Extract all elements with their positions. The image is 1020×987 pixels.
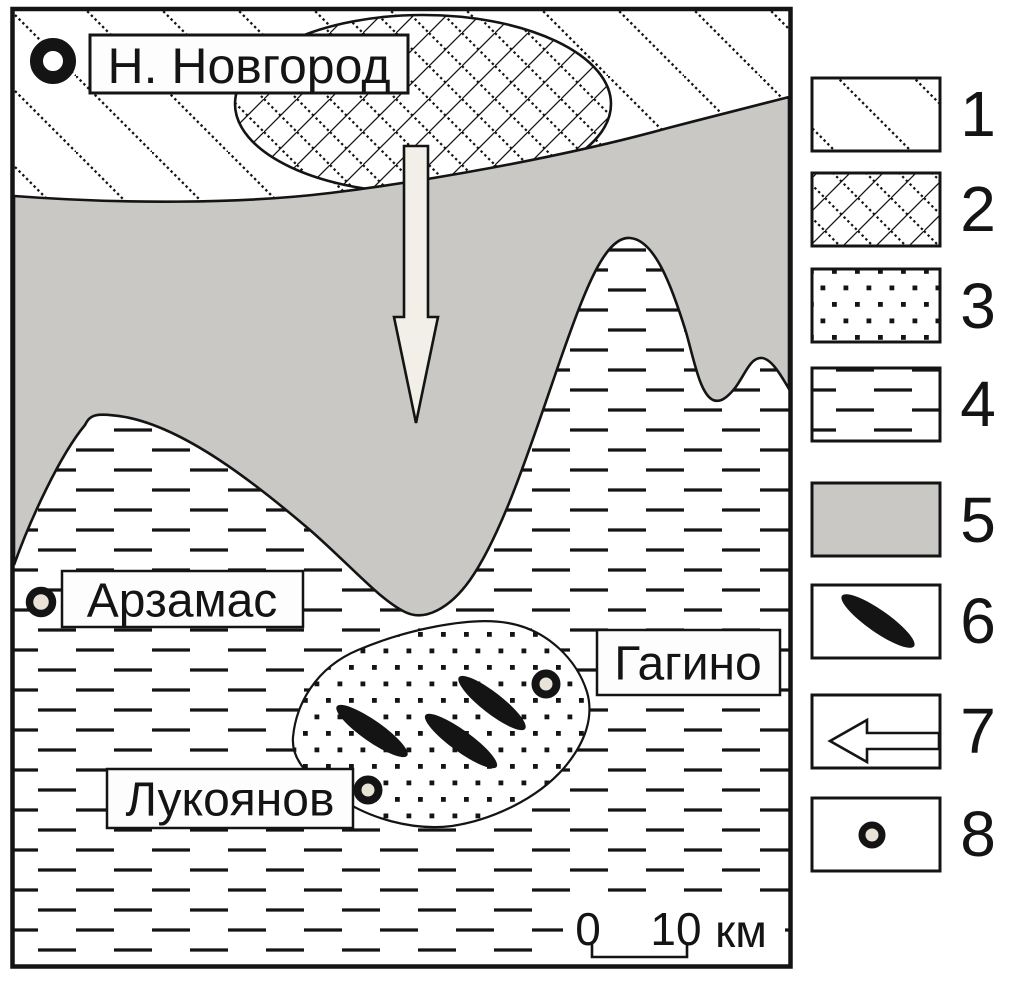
ore-lens	[336, 704, 408, 758]
city-name: Лукоянов	[126, 774, 335, 827]
scale-bar: 0 10 км	[563, 902, 785, 962]
black-lens-icon	[841, 594, 915, 648]
cross-hatch-swatch-icon	[810, 171, 942, 248]
scale-start: 0	[575, 903, 601, 955]
legend-item-1: 1	[810, 76, 996, 153]
legend-number: 2	[960, 173, 996, 245]
arrow-swatch-box	[810, 693, 942, 770]
legend: 1 2 3 4 5 6 7	[810, 76, 996, 873]
city-label-arzamas: Арзамас	[60, 569, 305, 629]
map-frame	[10, 6, 793, 969]
city-label-gagino: Гагино	[595, 628, 782, 697]
scale-unit: км	[715, 905, 767, 957]
label-box	[88, 33, 410, 95]
ore-lenses	[336, 675, 526, 769]
gray-fill-swatch-icon	[810, 481, 942, 558]
ore-lens	[458, 675, 526, 731]
legend-number: 1	[960, 78, 996, 150]
legend-item-8: 8	[810, 796, 996, 873]
legend-number: 4	[960, 368, 996, 440]
left-arrow-icon	[827, 717, 941, 765]
map-body: Н. Новгород Арзамас Гагино Лукоянов 0 10…	[10, 6, 793, 969]
legend-item-7: 7	[810, 693, 996, 770]
city-marker-n-novgorod	[30, 38, 76, 84]
legend-item-3: 3	[810, 267, 996, 344]
legend-number: 7	[960, 695, 996, 767]
city-name: Н. Новгород	[107, 38, 390, 94]
city-marker-arzamas	[25, 586, 57, 618]
horizontal-dash-swatch-icon	[810, 366, 942, 443]
city-label-n-novgorod: Н. Новгород	[88, 33, 410, 95]
legend-number: 5	[960, 484, 996, 556]
flow-arrow-down	[392, 144, 440, 424]
city-label-lukoyanov: Лукоянов	[105, 767, 355, 830]
label-box	[60, 569, 305, 629]
legend-item-5: 5	[810, 481, 996, 558]
diagonal-hatch-swatch-icon	[810, 76, 942, 153]
city-marker-lukoyanov	[353, 775, 383, 805]
legend-item-4: 4	[810, 366, 996, 443]
scale-bar-backdrop	[563, 902, 785, 962]
city-name: Гагино	[614, 638, 762, 691]
scale-end: 10	[650, 903, 701, 955]
legend-number: 6	[960, 585, 996, 657]
legend-item-2: 2	[810, 171, 996, 248]
city-name: Арзамас	[87, 575, 278, 628]
legend-number: 8	[960, 798, 996, 870]
legend-number: 3	[960, 270, 996, 342]
dotted-swatch-icon	[810, 267, 942, 344]
label-box	[105, 767, 355, 830]
label-box	[595, 628, 782, 697]
scale-bracket	[590, 944, 689, 959]
city-marker-gagino	[531, 669, 561, 699]
settlement-circle-icon	[858, 821, 886, 849]
ore-lens	[424, 713, 498, 769]
legend-item-6: 6	[810, 583, 996, 660]
